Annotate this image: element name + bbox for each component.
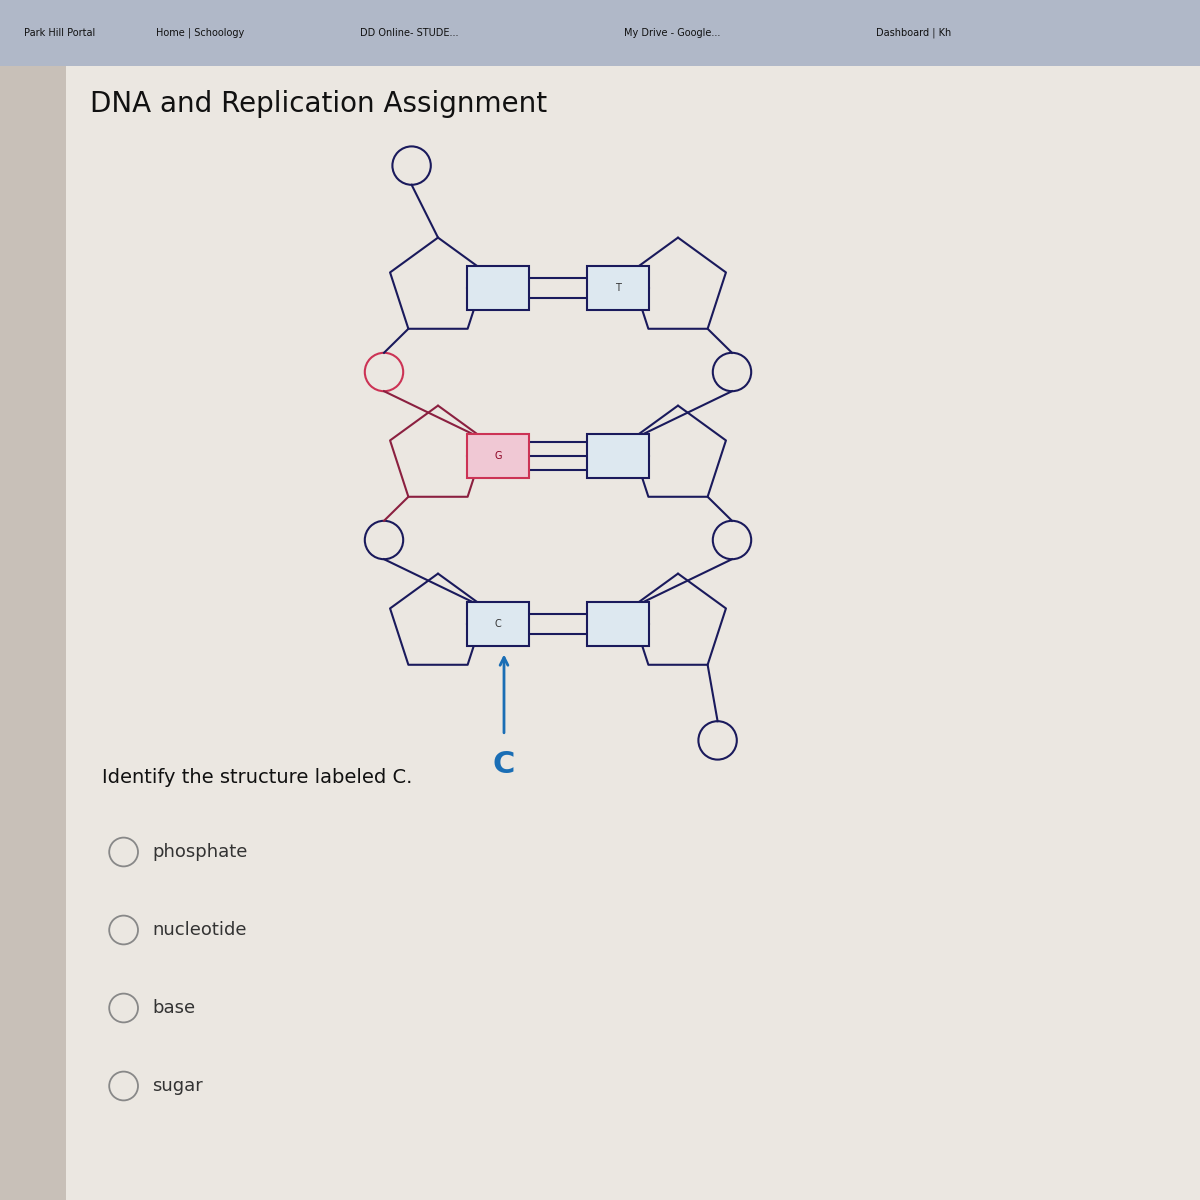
Text: Dashboard | Kh: Dashboard | Kh <box>876 28 952 38</box>
Text: sugar: sugar <box>152 1078 203 1094</box>
Text: DNA and Replication Assignment: DNA and Replication Assignment <box>90 90 547 118</box>
Text: C: C <box>494 619 502 629</box>
Text: nucleotide: nucleotide <box>152 922 247 938</box>
FancyBboxPatch shape <box>467 434 529 478</box>
Text: phosphate: phosphate <box>152 842 247 862</box>
Text: DD Online- STUDE...: DD Online- STUDE... <box>360 28 458 38</box>
Text: T: T <box>616 283 620 293</box>
Text: Park Hill Portal: Park Hill Portal <box>24 28 95 38</box>
Text: Home | Schoology: Home | Schoology <box>156 28 245 38</box>
Text: My Drive - Google...: My Drive - Google... <box>624 28 720 38</box>
Text: Identify the structure labeled C.: Identify the structure labeled C. <box>102 768 413 787</box>
Text: base: base <box>152 998 196 1018</box>
FancyBboxPatch shape <box>587 266 649 310</box>
Text: C: C <box>493 750 515 779</box>
FancyBboxPatch shape <box>587 602 649 646</box>
Bar <box>0 0 1200 66</box>
Text: G: G <box>494 451 502 461</box>
FancyBboxPatch shape <box>467 602 529 646</box>
FancyBboxPatch shape <box>587 434 649 478</box>
FancyBboxPatch shape <box>467 266 529 310</box>
